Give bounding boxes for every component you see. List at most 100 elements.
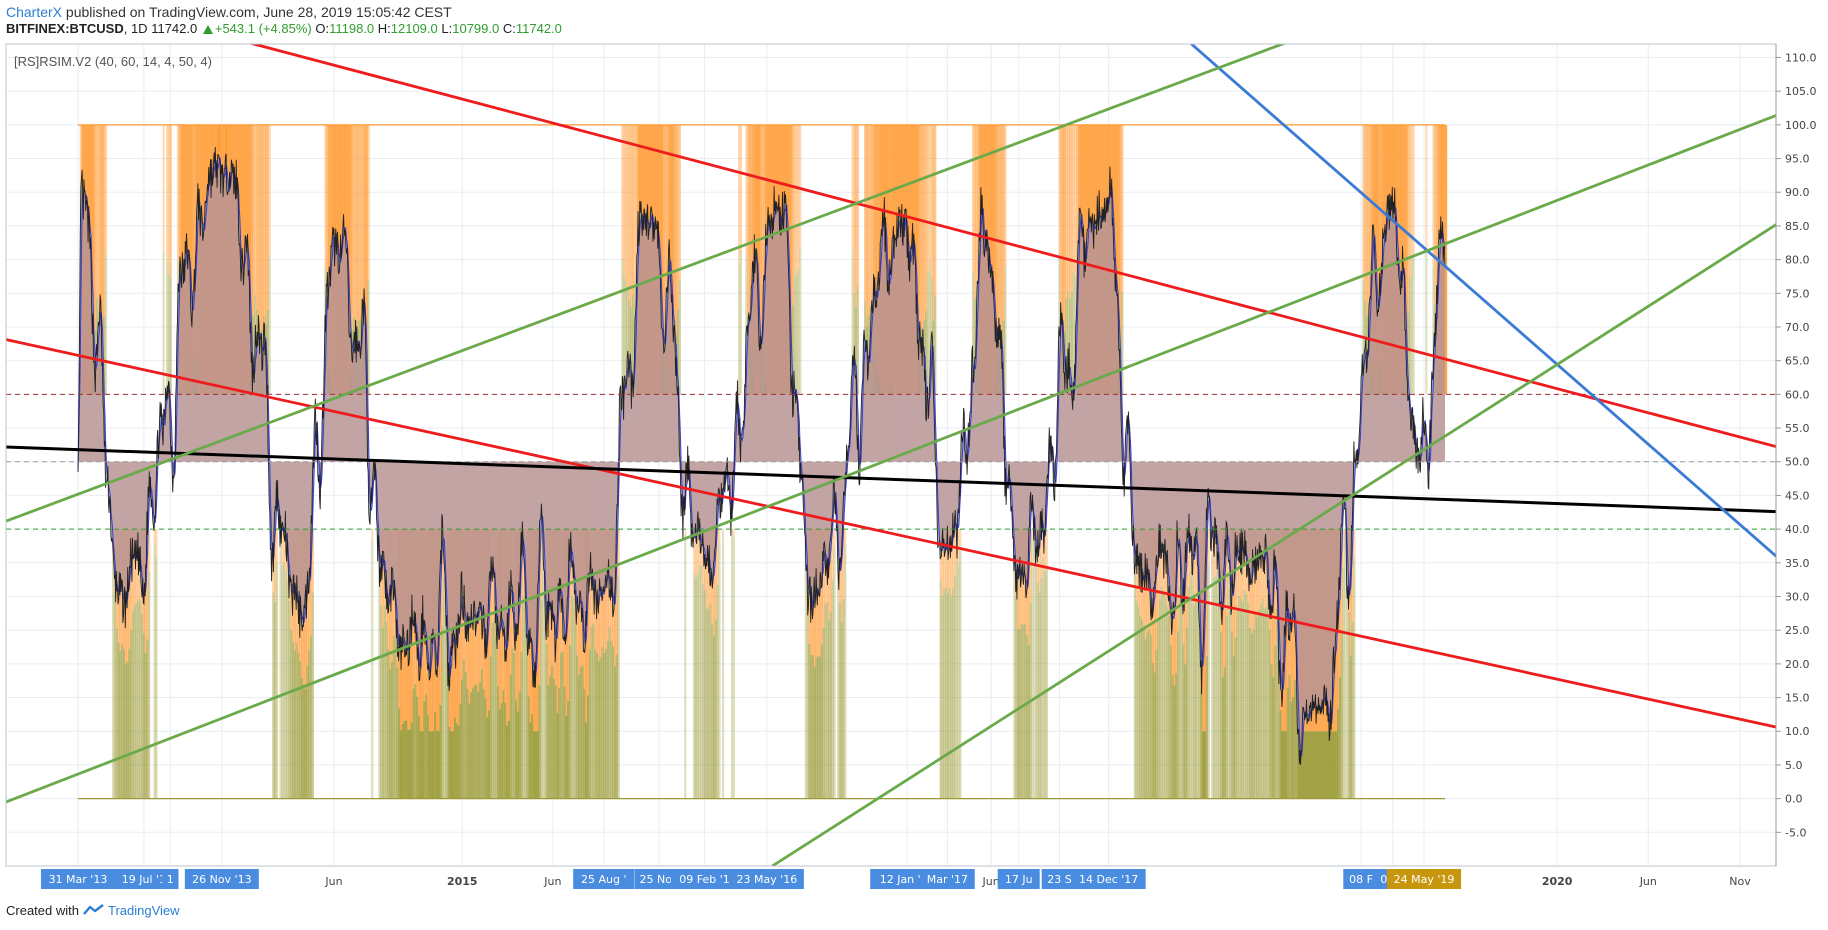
overbought-fill <box>1069 124 1072 299</box>
oversold-olive <box>416 696 419 799</box>
oversold-olive <box>1198 608 1201 799</box>
y-tick-label: 40.0 <box>1785 523 1810 536</box>
oversold-olive <box>439 704 442 799</box>
overbought-fill <box>745 124 748 259</box>
overbought-fill <box>750 124 753 352</box>
oversold-fill <box>371 529 374 541</box>
overbought-fill <box>624 124 627 282</box>
oversold-fill <box>1029 529 1032 604</box>
overbought-fill <box>101 124 104 355</box>
oversold-olive <box>1171 675 1174 799</box>
oversold-fill <box>1157 529 1160 621</box>
y-tick-label: 10.0 <box>1785 725 1810 738</box>
tradingview-link[interactable]: TradingView <box>108 903 180 918</box>
overbought-olive <box>855 307 858 395</box>
footer: Created with TradingView <box>6 903 180 918</box>
oversold-fill <box>944 529 948 588</box>
oversold-olive <box>1189 571 1192 799</box>
oversold-olive <box>435 730 439 799</box>
open-label: O: <box>315 21 330 36</box>
oversold-fill <box>941 529 944 597</box>
y-tick-label: 55.0 <box>1785 422 1810 435</box>
oversold-olive <box>1018 629 1021 799</box>
overbought-fill <box>94 124 97 332</box>
trendline-black <box>6 445 1776 514</box>
oversold-olive <box>1177 631 1180 799</box>
oversold-olive <box>468 703 471 799</box>
oversold-olive <box>304 688 307 799</box>
overbought-fill <box>191 124 194 387</box>
overbought-fill <box>1061 124 1065 346</box>
oversold-olive <box>1160 586 1164 799</box>
overbought-fill <box>873 124 876 355</box>
oversold-olive <box>308 649 311 799</box>
low-label: L: <box>441 21 453 36</box>
oversold-olive <box>301 678 304 799</box>
overbought-fill <box>1002 124 1005 321</box>
oversold-olive <box>1033 531 1036 799</box>
overbought-fill <box>1410 124 1414 259</box>
oversold-fill <box>281 529 284 566</box>
oversold-olive <box>1259 604 1262 799</box>
overbought-fill <box>664 124 667 328</box>
oversold-olive <box>292 641 295 799</box>
x-tick-label: Jun <box>982 875 1000 888</box>
oversold-olive <box>1326 731 1329 799</box>
oversold-olive <box>551 665 554 799</box>
oversold-olive <box>606 640 609 799</box>
oversold-olive <box>556 713 559 799</box>
oversold-fill <box>696 529 699 575</box>
oversold-olive <box>1187 586 1190 799</box>
oversold-olive <box>414 683 417 799</box>
oversold-olive <box>560 652 563 799</box>
oversold-olive <box>810 654 813 799</box>
oversold-olive <box>952 588 955 799</box>
oversold-olive <box>716 584 719 799</box>
oversold-fill <box>153 529 156 544</box>
oversold-fill <box>694 529 698 579</box>
oversold-fill <box>1265 529 1268 608</box>
date-tag-label: 1 <box>167 873 174 886</box>
overbought-fill <box>1376 124 1379 393</box>
oversold-olive <box>831 579 834 799</box>
overbought-olive <box>103 316 106 395</box>
y-tick-label: 70.0 <box>1785 321 1810 334</box>
overbought-fill <box>671 124 674 395</box>
oversold-olive <box>1013 555 1016 799</box>
date-tag-label: Mar '17 <box>927 873 968 886</box>
author-link[interactable]: CharterX <box>6 4 63 20</box>
oversold-fill <box>705 529 708 609</box>
oversold-fill <box>311 529 314 593</box>
oversold-olive <box>615 654 618 799</box>
oversold-fill <box>1211 529 1214 556</box>
oversold-olive <box>1043 571 1047 799</box>
oversold-olive <box>1169 645 1173 799</box>
oversold-olive <box>1333 731 1336 799</box>
oversold-olive <box>511 648 514 799</box>
oversold-olive <box>488 710 491 799</box>
overbought-fill <box>1070 124 1074 293</box>
oversold-fill <box>1187 529 1190 587</box>
overbought-fill <box>1119 124 1122 347</box>
overbought-fill <box>1409 124 1412 278</box>
oversold-olive <box>408 729 412 799</box>
oversold-fill <box>1349 529 1352 656</box>
overbought-olive <box>166 261 169 395</box>
overbought-olive <box>793 275 797 395</box>
oversold-fill <box>439 529 442 705</box>
oversold-olive <box>1178 585 1182 799</box>
overbought-fill <box>991 124 994 395</box>
oversold-olive <box>838 602 842 799</box>
oversold-olive <box>604 649 608 799</box>
oversold-olive <box>444 595 448 799</box>
date-tag-bg <box>40 869 115 889</box>
overbought-olive <box>851 250 854 395</box>
overbought-fill <box>1063 124 1066 332</box>
oversold-olive <box>941 596 944 799</box>
overbought-fill <box>166 124 169 262</box>
oversold-olive <box>378 558 381 799</box>
overbought-fill <box>763 124 766 341</box>
oversold-olive <box>959 546 962 799</box>
oversold-olive <box>1155 650 1158 799</box>
